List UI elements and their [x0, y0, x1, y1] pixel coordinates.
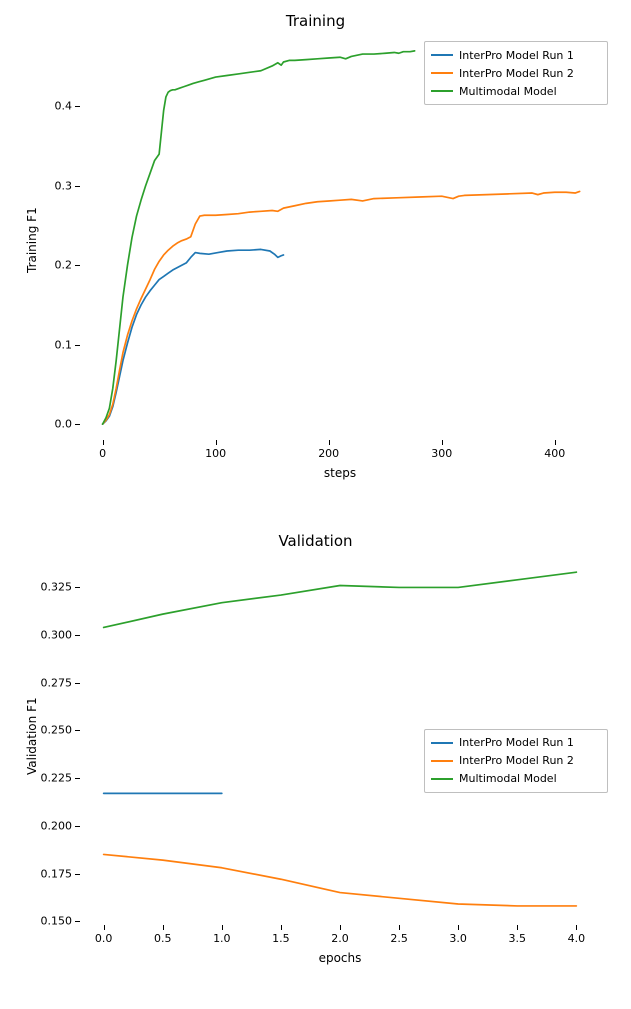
x-tick-label: 0.0	[95, 932, 113, 945]
x-tick-label: 4.0	[568, 932, 586, 945]
legend-item: InterPro Model Run 1	[431, 734, 601, 752]
legend-label: InterPro Model Run 2	[459, 754, 574, 767]
bottom-x-axis-label: epochs	[80, 951, 600, 965]
x-tick-label: 2.0	[331, 932, 349, 945]
x-tick-label: 3.5	[509, 932, 527, 945]
series-line-run2	[104, 854, 577, 906]
legend-label: InterPro Model Run 1	[459, 736, 574, 749]
x-tick-label: 0.5	[154, 932, 172, 945]
x-tick-label: 3.0	[449, 932, 467, 945]
legend-item: Multimodal Model	[431, 770, 601, 788]
figure: Training Training F1 steps Validation Va…	[0, 0, 631, 1009]
legend-swatch	[431, 778, 453, 780]
legend-item: InterPro Model Run 2	[431, 752, 601, 770]
x-tick-label: 1.5	[272, 932, 290, 945]
x-tick-label: 1.0	[213, 932, 231, 945]
legend: InterPro Model Run 1 InterPro Model Run 2…	[424, 729, 608, 793]
legend-swatch	[431, 760, 453, 762]
series-line-multi	[104, 572, 577, 627]
x-tick-label: 2.5	[390, 932, 408, 945]
legend-label: Multimodal Model	[459, 772, 557, 785]
legend-swatch	[431, 742, 453, 744]
